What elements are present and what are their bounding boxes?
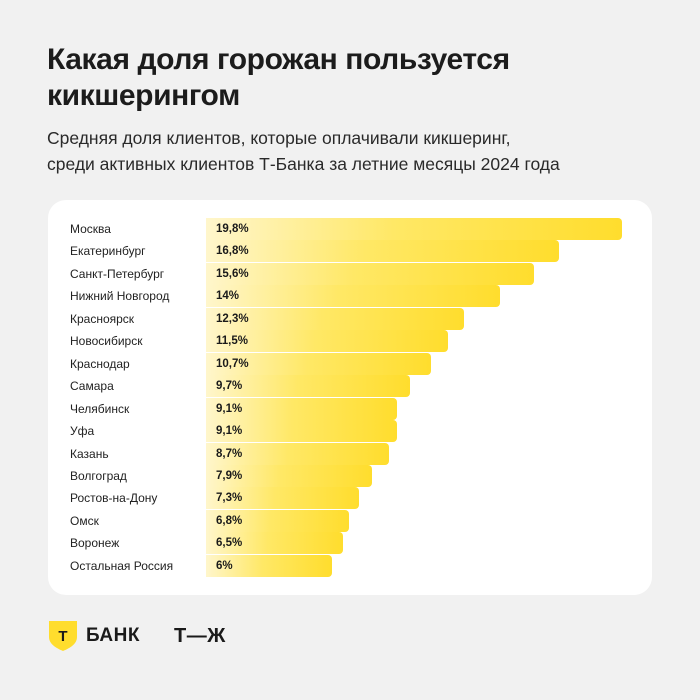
bar-value-label: 15,6% xyxy=(216,267,249,280)
category-label: Казань xyxy=(70,446,109,461)
category-label: Москва xyxy=(70,222,111,236)
bar xyxy=(206,397,398,420)
bar-value-label: 16,8% xyxy=(216,245,249,258)
bar-value-label: 6,5% xyxy=(216,537,243,550)
category-label: Ростов-на-Дону xyxy=(70,491,158,506)
bar xyxy=(206,487,360,510)
page-subtitle: Средняя доля клиентов, которые оплачивал… xyxy=(47,125,657,177)
category-label: Красноярск xyxy=(70,311,135,326)
bar-value-label: 7,3% xyxy=(216,492,243,505)
category-label: Омск xyxy=(70,513,99,528)
bar-value-label: 6,8% xyxy=(216,514,243,527)
bar-value-label: 9,7% xyxy=(216,380,243,393)
bar xyxy=(206,509,349,532)
bar-value-label: 7,9% xyxy=(216,469,243,482)
category-label: Нижний Новгород xyxy=(70,289,170,304)
footer-logos: Т БАНК Т—Ж xyxy=(48,618,226,654)
tbank-shield-icon: Т xyxy=(49,621,77,651)
category-label: Волгоград xyxy=(70,468,127,483)
category-label: Краснодар xyxy=(70,356,130,371)
bar-value-label: 12,3% xyxy=(216,312,249,325)
bar xyxy=(206,307,465,330)
bar xyxy=(206,442,389,465)
chart-card: Москва 19,8% Екатеринбург 16,8% Санкт-Петерб… xyxy=(48,200,652,595)
bar xyxy=(206,285,501,308)
bar-value-label: 10,7% xyxy=(216,357,249,370)
tbank-name: БАНК xyxy=(86,625,140,646)
bar xyxy=(206,218,622,240)
bar xyxy=(206,352,431,375)
bar xyxy=(206,375,410,398)
bar-value-label: 8,7% xyxy=(216,447,243,460)
category-label: Уфа xyxy=(70,424,95,439)
bar-chart: Москва 19,8% Екатеринбург 16,8% Санкт-Петерб… xyxy=(48,200,652,595)
category-label: Санкт-Петербург xyxy=(70,266,165,281)
page-title: Какая доля горожан пользуется кикшеринго… xyxy=(47,42,657,114)
bar xyxy=(206,464,372,487)
bar-value-label: 6% xyxy=(216,559,233,572)
category-label: Екатеринбург xyxy=(70,244,146,259)
bar xyxy=(206,420,398,443)
subtitle-line-1: Средняя доля клиентов, которые оплачивал… xyxy=(47,128,511,148)
bar-value-label: 9,1% xyxy=(216,402,243,415)
bar xyxy=(206,532,343,555)
bar xyxy=(206,262,534,285)
subtitle-line-2: среди активных клиентов Т-Банка за летни… xyxy=(47,154,560,174)
tj-logo: Т—Ж xyxy=(173,624,226,647)
category-label: Самара xyxy=(70,379,114,394)
tbank-logo: Т БАНК xyxy=(48,620,140,652)
bar-value-label: 14% xyxy=(216,290,240,303)
bar-value-label: 19,8% xyxy=(216,223,249,235)
bar-value-label: 11,5% xyxy=(216,335,248,348)
category-label: Челябинск xyxy=(70,401,130,416)
bar xyxy=(206,240,559,263)
category-label: Остальная Россия xyxy=(70,558,174,573)
page-title-text: Какая доля горожан пользуется кикшеринго… xyxy=(47,43,510,112)
tbank-shield-letter: Т xyxy=(58,628,67,645)
bar-value-label: 9,1% xyxy=(216,425,243,438)
category-label: Воронеж xyxy=(70,536,120,551)
category-label: Новосибирск xyxy=(70,334,143,349)
bar xyxy=(206,554,333,577)
bar xyxy=(206,330,448,353)
